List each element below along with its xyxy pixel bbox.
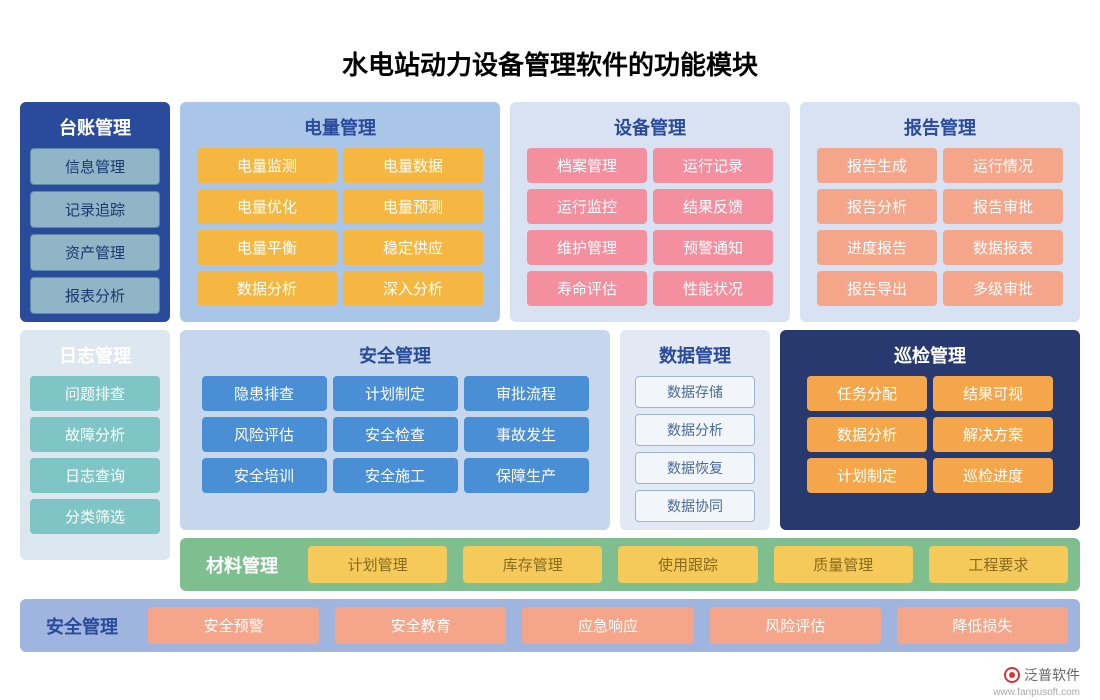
panel-inspect: 巡检管理 任务分配结果可视数据分析解决方案计划制定巡检进度 [780, 330, 1080, 530]
panel-log-header: 日志管理 [28, 338, 162, 376]
safety-body-item-4: 安全检查 [333, 417, 458, 452]
device-body-item-6: 寿命评估 [527, 271, 647, 306]
safety-body-item-6: 安全培训 [202, 458, 327, 493]
power-body-item-2: 电量优化 [197, 189, 337, 224]
logo-icon [1004, 667, 1020, 683]
panel-log: 日志管理 问题排查故障分析日志查询分类筛选 [20, 330, 170, 560]
safety-body-item-8: 保障生产 [464, 458, 589, 493]
row-1: 台账管理 信息管理记录追踪资产管理报表分析 电量管理 电量监测电量数据电量优化电… [20, 102, 1080, 322]
power-body-item-0: 电量监测 [197, 148, 337, 183]
databody-item-3: 数据协同 [635, 490, 755, 522]
report-body-item-7: 多级审批 [943, 271, 1063, 306]
panel-inspect-header: 巡检管理 [788, 338, 1072, 376]
panel-report: 报告管理 报告生成运行情况报告分析报告审批进度报告数据报表报告导出多级审批 [800, 102, 1080, 322]
logo-text: 泛普软件 [1024, 665, 1080, 685]
safety-body-item-2: 审批流程 [464, 376, 589, 411]
device-body-item-7: 性能状况 [653, 271, 773, 306]
device-body-item-4: 维护管理 [527, 230, 647, 265]
databody-item-0: 数据存储 [635, 376, 755, 408]
report-body-item-6: 报告导出 [817, 271, 937, 306]
power-body-item-1: 电量数据 [343, 148, 483, 183]
inspect-body-item-1: 结果可视 [933, 376, 1053, 411]
log-body-item-2: 日志查询 [30, 458, 160, 493]
device-body-item-1: 运行记录 [653, 148, 773, 183]
inspect-body-item-2: 数据分析 [807, 417, 927, 452]
panel-power: 电量管理 电量监测电量数据电量优化电量预测电量平衡稳定供应数据分析深入分析 [180, 102, 500, 322]
safety-body-item-1: 计划制定 [333, 376, 458, 411]
logo: 泛普软件 [1004, 665, 1080, 685]
report-body-item-1: 运行情况 [943, 148, 1063, 183]
panel-ledger: 台账管理 信息管理记录追踪资产管理报表分析 [20, 102, 170, 322]
panel-report-header: 报告管理 [808, 110, 1072, 148]
inspect-body-item-3: 解决方案 [933, 417, 1053, 452]
report-body-item-0: 报告生成 [817, 148, 937, 183]
safety2-items-1: 安全教育 [335, 607, 506, 644]
safety2-items-0: 安全预警 [148, 607, 319, 644]
power-body-item-3: 电量预测 [343, 189, 483, 224]
panel-data: 数据管理 数据存储数据分析数据恢复数据协同 [620, 330, 770, 530]
device-body-item-2: 运行监控 [527, 189, 647, 224]
material-items-2: 使用跟踪 [618, 546, 757, 583]
panel-data-header: 数据管理 [628, 338, 762, 376]
power-body-item-7: 深入分析 [343, 271, 483, 306]
inspect-body-item-5: 巡检进度 [933, 458, 1053, 493]
material-items-1: 库存管理 [463, 546, 602, 583]
ledger-body-item-2: 资产管理 [30, 234, 160, 271]
panel-device: 设备管理 档案管理运行记录运行监控结果反馈维护管理预警通知寿命评估性能状况 [510, 102, 790, 322]
bar-safety2: 安全管理 安全预警安全教育应急响应风险评估降低损失 [20, 599, 1080, 652]
panel-safety-header: 安全管理 [188, 338, 602, 376]
power-body-item-5: 稳定供应 [343, 230, 483, 265]
device-body-item-5: 预警通知 [653, 230, 773, 265]
power-body-item-4: 电量平衡 [197, 230, 337, 265]
panel-device-header: 设备管理 [518, 110, 782, 148]
panel-safety: 安全管理 隐患排查计划制定审批流程风险评估安全检查事故发生安全培训安全施工保障生… [180, 330, 610, 530]
safety-body-item-7: 安全施工 [333, 458, 458, 493]
log-body-item-1: 故障分析 [30, 417, 160, 452]
main-title: 水电站动力设备管理软件的功能模块 [20, 45, 1080, 82]
safety-body-item-3: 风险评估 [202, 417, 327, 452]
databody-item-1: 数据分析 [635, 414, 755, 446]
ledger-body-item-3: 报表分析 [30, 277, 160, 314]
device-body-item-0: 档案管理 [527, 148, 647, 183]
material-items-0: 计划管理 [308, 546, 447, 583]
bar-material-label: 材料管理 [192, 552, 292, 578]
bar-material: 材料管理 计划管理库存管理使用跟踪质量管理工程要求 [180, 538, 1080, 591]
safety-body-item-5: 事故发生 [464, 417, 589, 452]
ledger-body-item-0: 信息管理 [30, 148, 160, 185]
safety-body-item-0: 隐患排查 [202, 376, 327, 411]
material-items-3: 质量管理 [774, 546, 913, 583]
device-body-item-3: 结果反馈 [653, 189, 773, 224]
report-body-item-5: 数据报表 [943, 230, 1063, 265]
report-body-item-4: 进度报告 [817, 230, 937, 265]
log-body-item-3: 分类筛选 [30, 499, 160, 534]
ledger-body-item-1: 记录追踪 [30, 191, 160, 228]
inspect-body-item-4: 计划制定 [807, 458, 927, 493]
panel-ledger-header: 台账管理 [28, 110, 162, 148]
panel-power-header: 电量管理 [188, 110, 492, 148]
bar-safety2-label: 安全管理 [32, 613, 132, 639]
row-2: 日志管理 问题排查故障分析日志查询分类筛选 安全管理 隐患排查计划制定审批流程风… [20, 330, 1080, 591]
safety2-items-4: 降低损失 [897, 607, 1068, 644]
inspect-body-item-0: 任务分配 [807, 376, 927, 411]
logo-url: www.fanpusoft.com [993, 687, 1080, 698]
safety2-items-3: 风险评估 [710, 607, 881, 644]
report-body-item-3: 报告审批 [943, 189, 1063, 224]
power-body-item-6: 数据分析 [197, 271, 337, 306]
databody-item-2: 数据恢复 [635, 452, 755, 484]
report-body-item-2: 报告分析 [817, 189, 937, 224]
safety2-items-2: 应急响应 [522, 607, 693, 644]
log-body-item-0: 问题排查 [30, 376, 160, 411]
material-items-4: 工程要求 [929, 546, 1068, 583]
